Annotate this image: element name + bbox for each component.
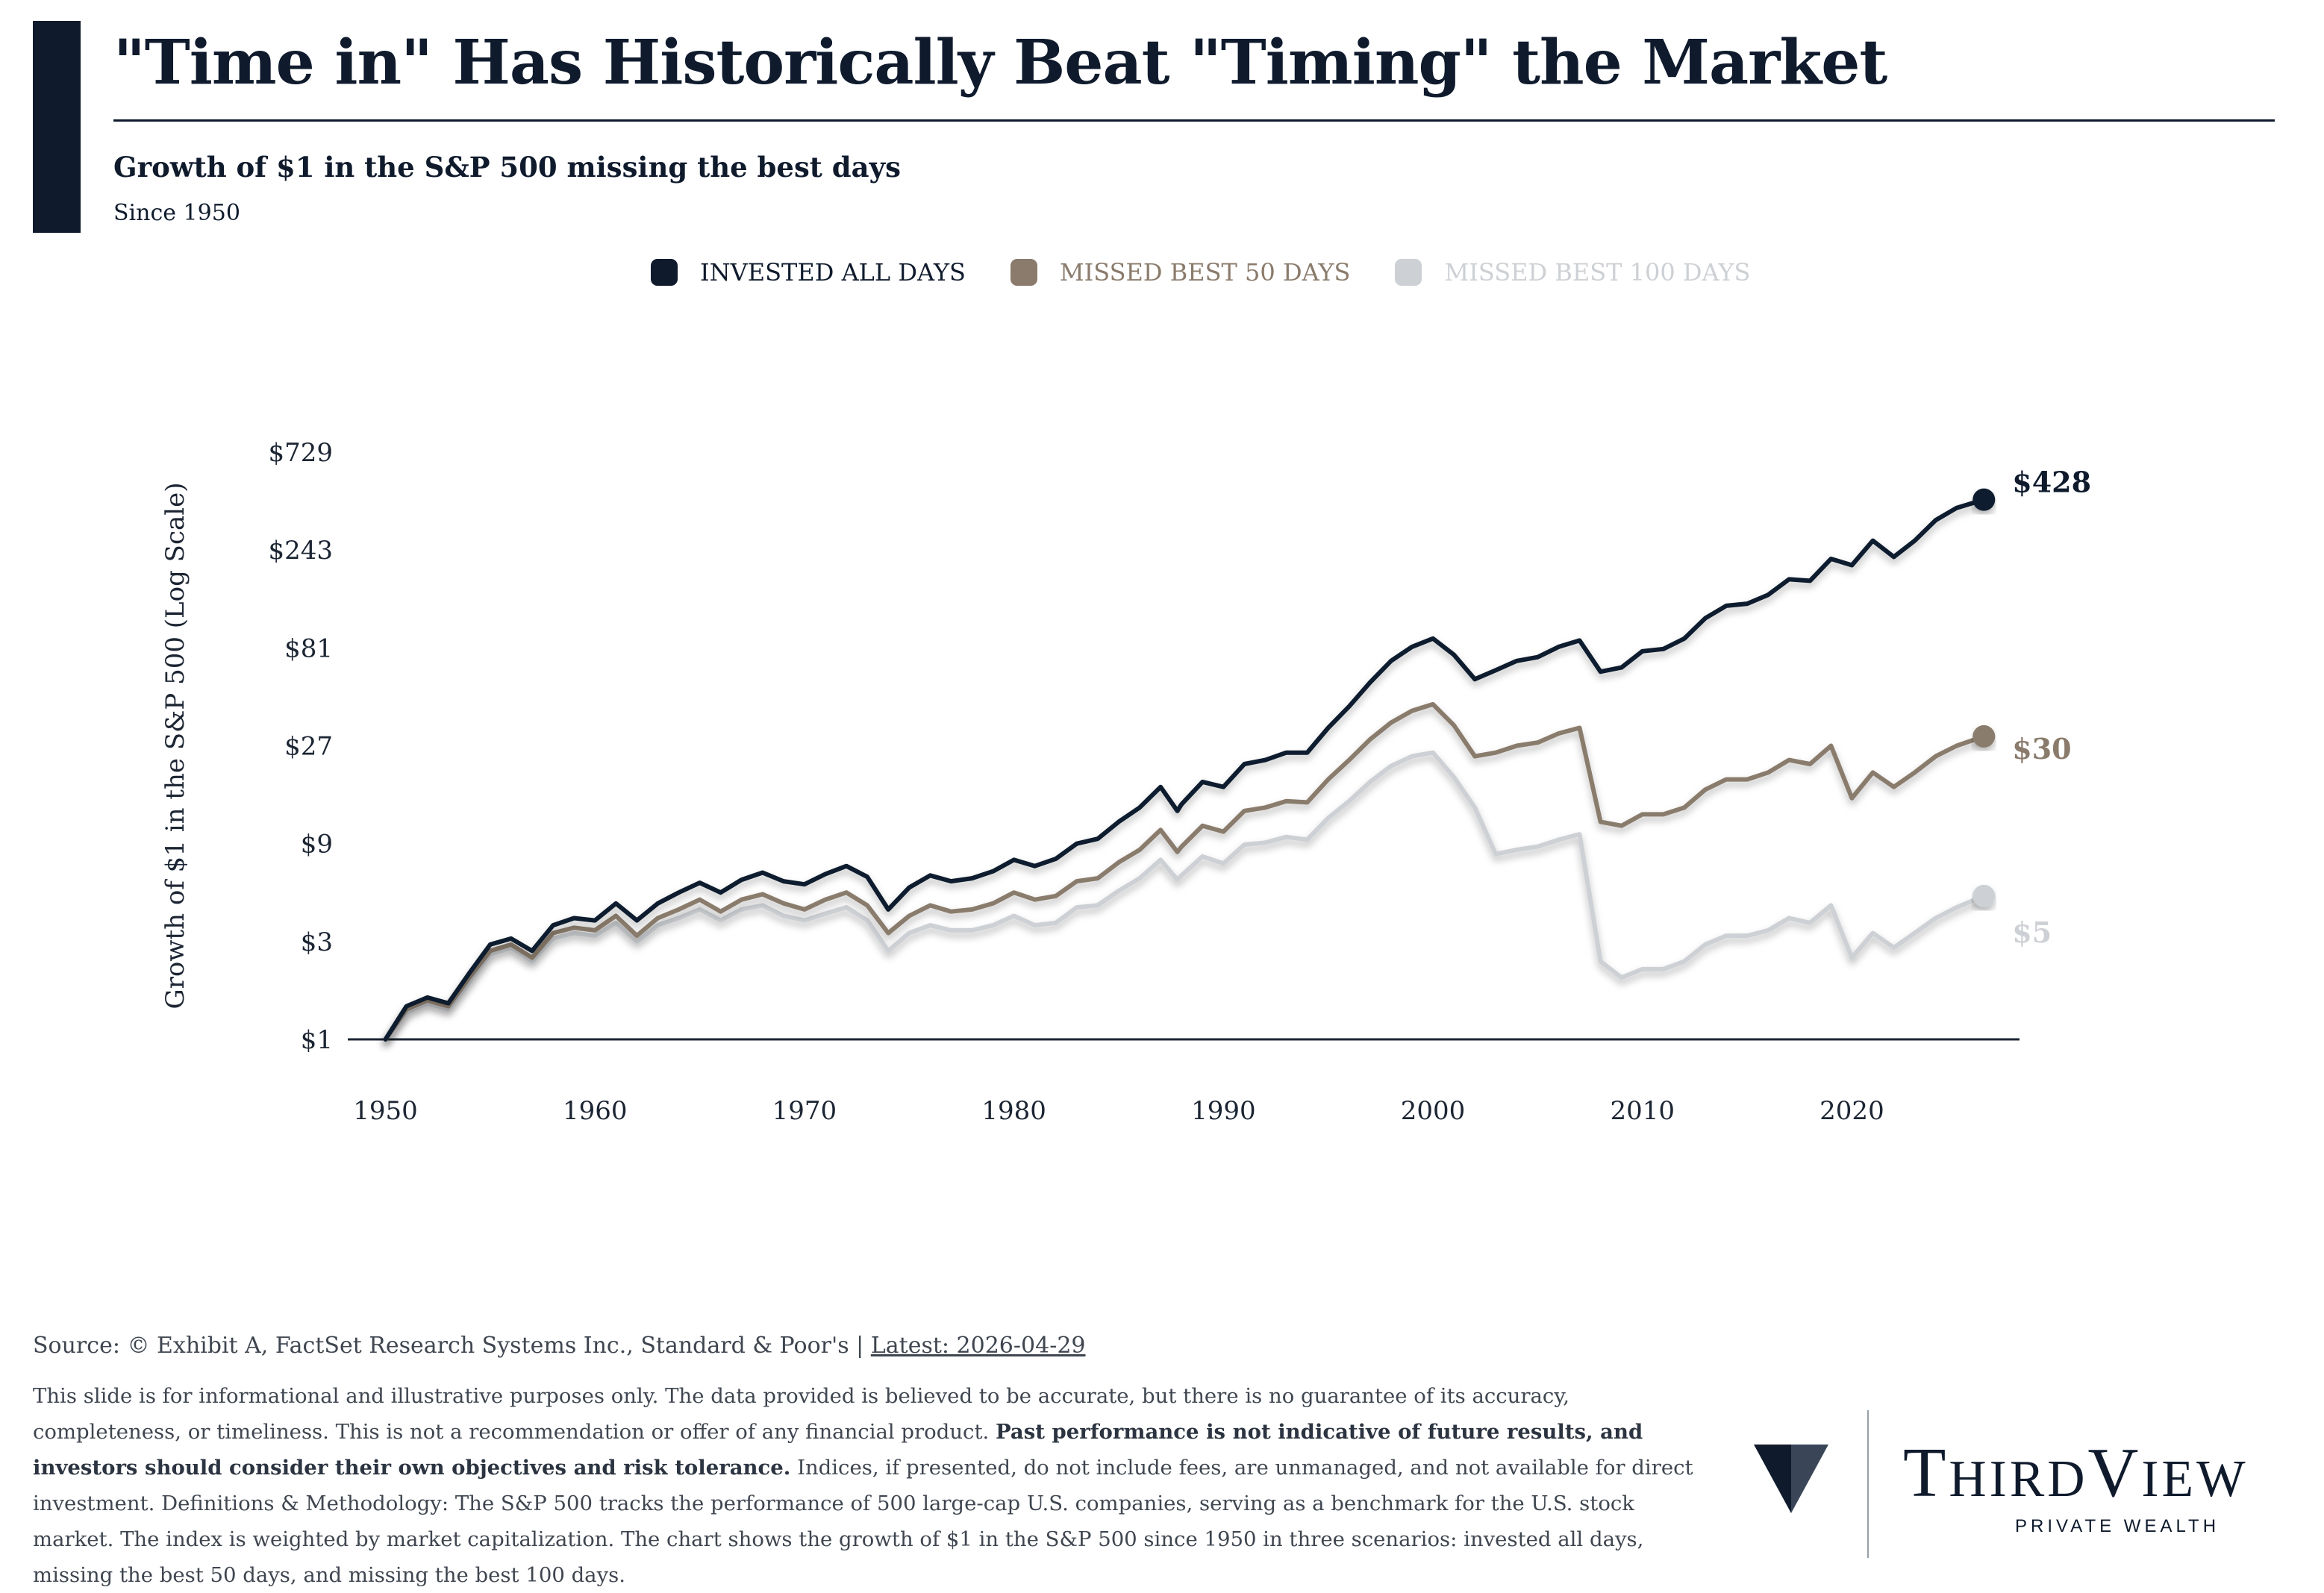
chart-subtitle: Growth of $1 in the S&P 500 missing the … xyxy=(113,151,901,184)
y-axis-title: Growth of $1 in the S&P 500 (Log Scale) xyxy=(160,482,190,1009)
x-tick-label: 2020 xyxy=(1819,1096,1884,1126)
legend-item: MISSED BEST 100 DAYS xyxy=(1395,258,1750,287)
x-tick-label: 1950 xyxy=(353,1096,418,1126)
legend-marker xyxy=(1395,259,1422,286)
series-end-label: $5 xyxy=(2012,916,2052,949)
brand-tagline: PRIVATE WEALTH xyxy=(2015,1516,2220,1536)
logo-divider xyxy=(1867,1410,1869,1558)
series-end-label: $30 xyxy=(2012,732,2071,766)
legend-item: INVESTED ALL DAYS xyxy=(651,258,966,287)
legend-label: MISSED BEST 100 DAYS xyxy=(1444,258,1751,287)
source-line: Source: © Exhibit A, FactSet Research Sy… xyxy=(33,1333,1697,1359)
x-tick-label: 2010 xyxy=(1610,1096,1675,1126)
series-line-2 xyxy=(383,750,1987,1042)
growth-line-chart: Growth of $1 in the S&P 500 (Log Scale) $… xyxy=(160,438,2091,1126)
y-tick-label: $729 xyxy=(268,438,333,468)
brand-logo: THIRDVIEW PRIVATE WEALTH xyxy=(1754,1410,2306,1559)
series-end-marker xyxy=(1972,488,1996,511)
series-end-marker xyxy=(1972,724,1996,748)
series-end-label: $428 xyxy=(2012,466,2091,499)
y-tick-label: $9 xyxy=(301,830,333,860)
x-tick-label: 1970 xyxy=(772,1096,837,1126)
y-tick-label: $27 xyxy=(284,732,333,762)
since-label: Since 1950 xyxy=(113,200,240,226)
x-tick-label: 2000 xyxy=(1401,1096,1466,1126)
footer: Source: © Exhibit A, FactSet Research Sy… xyxy=(33,1333,1697,1593)
legend-marker xyxy=(651,259,678,286)
y-tick-label: $1 xyxy=(301,1025,333,1055)
x-tick-label: 1980 xyxy=(981,1096,1046,1126)
brand-name: THIRDVIEW xyxy=(1903,1434,2249,1512)
legend-marker xyxy=(1010,259,1037,286)
series-line-0 xyxy=(383,497,1987,1042)
source-text: Source: © Exhibit A, FactSet Research Sy… xyxy=(33,1333,871,1359)
page-title: "Time in" Has Historically Beat "Timing"… xyxy=(113,27,1887,98)
x-tick-label: 1990 xyxy=(1191,1096,1256,1126)
disclaimer: This slide is for informational and illu… xyxy=(33,1378,1697,1593)
chart-legend: INVESTED ALL DAYS MISSED BEST 50 DAYS MISS… xyxy=(651,258,1750,287)
latest-date-link[interactable]: Latest: 2026-04-29 xyxy=(870,1333,1086,1359)
y-tick-label: $243 xyxy=(268,536,333,566)
x-tick-label: 1960 xyxy=(563,1096,628,1126)
y-tick-label: $3 xyxy=(301,927,333,957)
accent-bar xyxy=(33,21,81,233)
legend-label: MISSED BEST 50 DAYS xyxy=(1059,258,1351,287)
y-tick-label: $81 xyxy=(284,633,333,663)
legend-item: MISSED BEST 50 DAYS xyxy=(1010,258,1351,287)
legend-label: INVESTED ALL DAYS xyxy=(700,258,966,287)
disclaimer-bold: Past performance is not indicative of fu… xyxy=(33,1420,1643,1480)
series-end-marker xyxy=(1972,884,1996,907)
v-chevron-icon xyxy=(1754,1445,1828,1513)
series-line-1 xyxy=(383,701,1987,1042)
title-divider xyxy=(113,119,2275,122)
disclaimer-part-1: This slide is for informational and illu… xyxy=(33,1384,1569,1444)
